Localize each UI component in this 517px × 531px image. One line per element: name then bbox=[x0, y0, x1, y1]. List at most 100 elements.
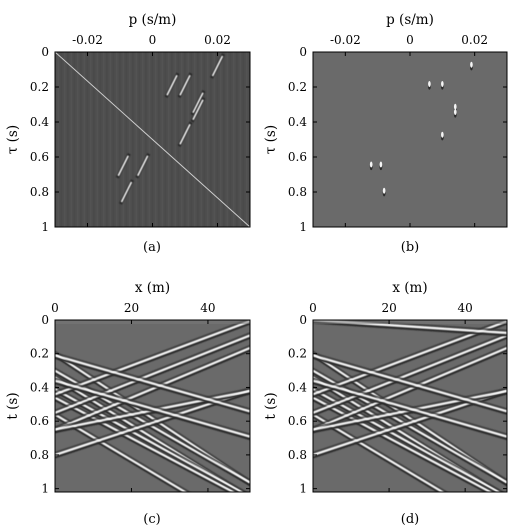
y-tick-label: 1 bbox=[41, 482, 49, 496]
event-sidelobe bbox=[55, 350, 250, 481]
axes-frame bbox=[312, 319, 508, 493]
event-sidelobe bbox=[313, 352, 507, 410]
event-mark bbox=[382, 187, 386, 194]
y-tick-label: 0.6 bbox=[30, 414, 49, 428]
y-axis-label: τ (s) bbox=[5, 125, 21, 154]
y-axis-label: t (s) bbox=[5, 392, 21, 419]
event-peak bbox=[313, 388, 501, 492]
y-tick-label: 1 bbox=[299, 482, 307, 496]
y-tick-label: 0.6 bbox=[288, 414, 307, 428]
y-tick-label: 1 bbox=[299, 220, 307, 234]
event-sidelobe bbox=[338, 320, 507, 332]
panel-caption: (d) bbox=[401, 512, 419, 527]
event-mark bbox=[192, 99, 204, 121]
event-sidelobe bbox=[313, 350, 507, 481]
event-trough bbox=[55, 336, 250, 417]
event-mark bbox=[453, 109, 457, 116]
edge-taper bbox=[55, 320, 250, 324]
event-peak bbox=[313, 379, 507, 438]
panel-c: 0 20 40 0 0.2 0.4 0.6 0.8 1 x (m) t (s) (c) bbox=[5, 280, 251, 527]
x-tick-label: 0 bbox=[309, 301, 317, 315]
x-tick-label: -0.02 bbox=[72, 33, 103, 47]
event-peak bbox=[55, 354, 250, 413]
x-tick-label: 40 bbox=[200, 301, 215, 315]
x-tick-label: 0 bbox=[406, 33, 414, 47]
event-peak bbox=[55, 334, 250, 414]
event-peak bbox=[55, 396, 236, 492]
y-tick-label: 1 bbox=[41, 220, 49, 234]
event-sidelobe bbox=[55, 377, 250, 435]
panel-a: -0.02 0 0.02 0 0.2 0.4 0.6 0.8 1 p (s/m) τ (s) (a) bbox=[5, 12, 251, 255]
event-mark bbox=[192, 92, 204, 114]
edge-taper bbox=[313, 320, 507, 324]
event-sidelobe bbox=[55, 394, 240, 492]
event-sidelobe bbox=[313, 394, 497, 492]
event-mark bbox=[453, 103, 457, 110]
y-tick-label: 0 bbox=[299, 45, 307, 59]
x-tick-label: 0.02 bbox=[204, 33, 231, 47]
event-mark bbox=[441, 131, 444, 138]
x-tick-label: 20 bbox=[381, 301, 396, 315]
y-tick-label: 0.4 bbox=[288, 115, 307, 129]
image-background bbox=[313, 52, 507, 227]
y-tick-label: 0.2 bbox=[288, 80, 307, 94]
event-trough bbox=[313, 382, 507, 441]
event-trough bbox=[55, 356, 250, 415]
y-axis-label: t (s) bbox=[263, 392, 279, 419]
event-sidelobe bbox=[313, 377, 507, 435]
y-tick-label: 0 bbox=[299, 313, 307, 327]
event-peak bbox=[313, 413, 445, 492]
y-tick-label: 0.2 bbox=[30, 80, 49, 94]
y-tick-label: 0.2 bbox=[30, 347, 49, 361]
y-tick-label: 0 bbox=[41, 45, 49, 59]
x-tick-label: -0.02 bbox=[330, 33, 361, 47]
x-tick-label: 40 bbox=[458, 301, 473, 315]
event-trough bbox=[313, 415, 441, 492]
event-mark bbox=[166, 74, 178, 96]
event-peak bbox=[55, 388, 244, 492]
event-trough bbox=[55, 382, 250, 441]
event-trough bbox=[55, 415, 184, 492]
event-peak bbox=[313, 334, 507, 414]
x-tick-label: 0 bbox=[51, 301, 59, 315]
event-mark bbox=[441, 81, 444, 88]
panel-caption: (b) bbox=[401, 240, 419, 255]
panel-caption: (c) bbox=[143, 512, 160, 527]
image-content bbox=[313, 320, 507, 492]
event-mark bbox=[470, 61, 473, 68]
event-sidelobe bbox=[313, 332, 507, 411]
event-peak bbox=[55, 379, 250, 438]
x-axis-label: x (m) bbox=[392, 280, 427, 296]
event-peak bbox=[313, 396, 493, 492]
event-trough bbox=[313, 321, 507, 337]
x-axis-label: p (s/m) bbox=[386, 12, 434, 28]
event-sidelobe bbox=[313, 411, 448, 492]
y-tick-label: 0.8 bbox=[30, 448, 49, 462]
event-peak bbox=[55, 346, 250, 431]
x-tick-label: 20 bbox=[124, 301, 139, 315]
y-tick-label: 0.8 bbox=[288, 185, 307, 199]
y-tick-label: 0.4 bbox=[288, 380, 307, 394]
event-trough bbox=[313, 349, 507, 434]
y-tick-label: 0.6 bbox=[288, 150, 307, 164]
event-trough bbox=[313, 336, 507, 417]
event-mark bbox=[117, 155, 129, 177]
event-peak bbox=[313, 346, 507, 431]
event-trough bbox=[55, 322, 250, 398]
y-tick-label: 0.6 bbox=[30, 150, 49, 164]
event-mark bbox=[379, 161, 383, 168]
y-tick-label: 0 bbox=[41, 313, 49, 327]
event-sidelobe bbox=[313, 374, 503, 492]
event-sidelobe bbox=[55, 352, 250, 410]
diagonal-artifact bbox=[55, 52, 250, 227]
x-axis-label: x (m) bbox=[135, 280, 170, 296]
y-tick-label: 0.4 bbox=[30, 380, 49, 394]
x-tick-label: 0 bbox=[149, 33, 157, 47]
event-mark bbox=[369, 161, 373, 168]
event-sidelobe bbox=[55, 320, 249, 393]
event-trough bbox=[313, 356, 507, 415]
event-sidelobe bbox=[55, 386, 248, 492]
event-sidelobe bbox=[313, 386, 505, 492]
event-mark bbox=[179, 74, 191, 96]
